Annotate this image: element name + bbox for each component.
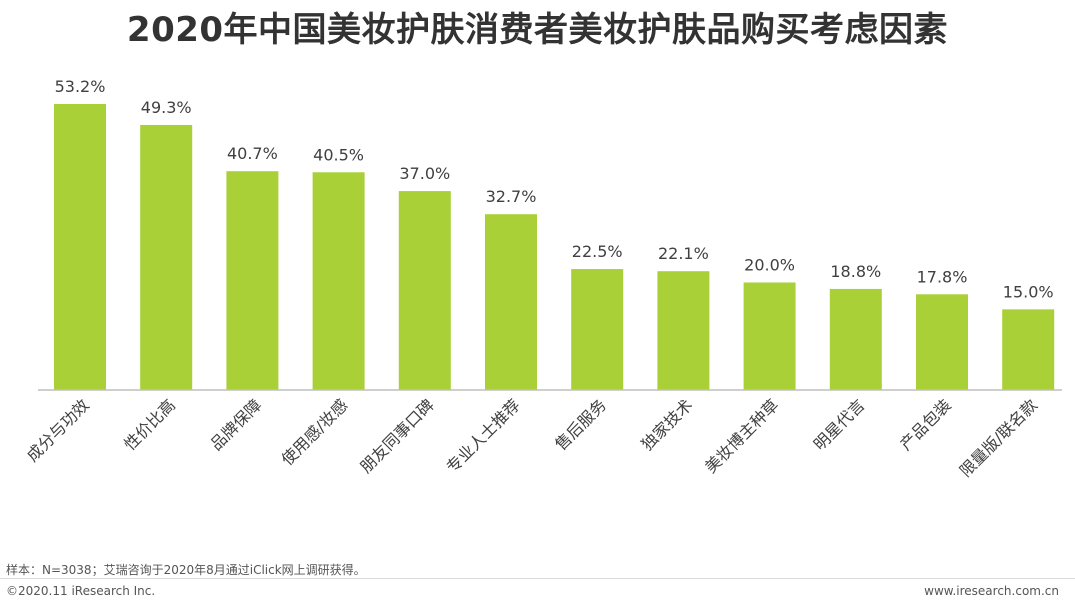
bar-value-label: 37.0% bbox=[399, 164, 450, 183]
bar-value-label: 22.5% bbox=[572, 242, 623, 261]
bar-value-label: 17.8% bbox=[917, 267, 968, 286]
bar bbox=[226, 171, 279, 390]
bar bbox=[140, 124, 193, 391]
bar-value-label: 40.5% bbox=[313, 145, 364, 164]
bar bbox=[657, 271, 710, 390]
bar bbox=[398, 191, 451, 390]
bar bbox=[829, 288, 882, 390]
bar bbox=[743, 282, 796, 390]
category-label: 产品包装 bbox=[896, 395, 955, 454]
copyright-text: ©2020.11 iResearch Inc. bbox=[6, 584, 156, 598]
category-label: 明星代言 bbox=[810, 395, 869, 454]
bar-value-label: 18.8% bbox=[830, 262, 881, 281]
website-text: www.iresearch.com.cn bbox=[924, 584, 1059, 598]
category-label: 专业人士推荐 bbox=[443, 395, 524, 476]
bar-value-label: 32.7% bbox=[486, 187, 537, 206]
bar-value-label: 20.0% bbox=[744, 255, 795, 274]
category-label: 成分与功效 bbox=[23, 395, 93, 465]
bar-value-label: 15.0% bbox=[1003, 282, 1054, 301]
category-label: 性价比高 bbox=[120, 395, 179, 454]
bar-chart: 53.2% 49.3% 40.7% 40.5% 37.0% 32.7% 22.5% 22.1%… bbox=[23, 77, 1062, 481]
category-label: 售后服务 bbox=[551, 395, 610, 454]
category-label: 使用感/妆感 bbox=[278, 395, 352, 469]
footer-divider bbox=[0, 578, 1075, 579]
chart-title: 2020年中国美妆护肤消费者美妆护肤品购买考虑因素 bbox=[126, 10, 949, 50]
bar-value-label: 49.3% bbox=[141, 98, 192, 117]
category-label: 朋友同事口碑 bbox=[356, 395, 437, 476]
category-label: 独家技术 bbox=[638, 395, 697, 454]
source-note: 样本：N=3038；艾瑞咨询于2020年8月通过iClick网上调研获得。 bbox=[6, 563, 366, 577]
bar bbox=[54, 104, 106, 390]
category-label: 限量版/联名款 bbox=[956, 395, 1041, 480]
bar bbox=[916, 294, 968, 390]
category-label: 品牌保障 bbox=[207, 395, 266, 454]
category-label: 美妆博主种草 bbox=[701, 395, 782, 476]
bar bbox=[485, 214, 537, 390]
bar bbox=[571, 269, 624, 390]
bar bbox=[1002, 309, 1055, 390]
bar bbox=[312, 172, 365, 390]
bar-value-label: 53.2% bbox=[55, 77, 106, 96]
bar-value-label: 40.7% bbox=[227, 144, 278, 163]
bar-value-label: 22.1% bbox=[658, 244, 709, 263]
